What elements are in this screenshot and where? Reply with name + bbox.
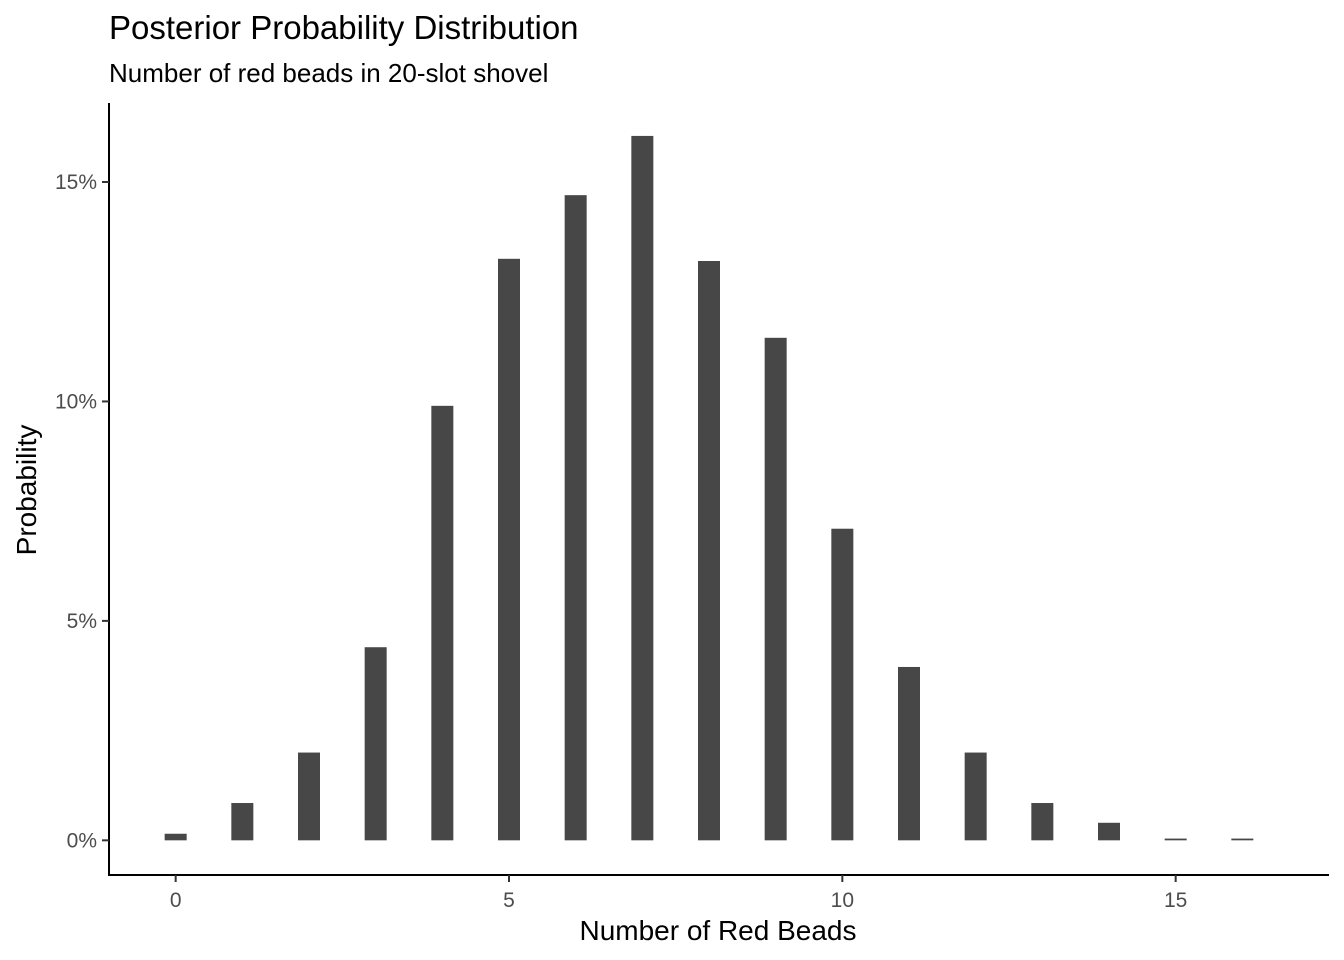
bar-5 xyxy=(498,258,520,841)
x-tick-label: 5 xyxy=(503,889,515,912)
bar-10 xyxy=(831,528,854,841)
y-axis-label: Probability xyxy=(11,425,42,556)
bar-15 xyxy=(1164,838,1187,841)
bar-4 xyxy=(431,405,454,841)
x-ticks-layer: 0 5 10 15 xyxy=(170,875,1187,912)
x-tick-label: 15 xyxy=(1164,889,1187,912)
x-axis-label: Number of Red Beads xyxy=(579,915,856,946)
bar-11 xyxy=(898,666,920,841)
bar-3 xyxy=(364,647,387,841)
bars-layer xyxy=(164,135,1254,841)
bar-1 xyxy=(231,803,254,841)
y-tick-label: 10% xyxy=(55,390,97,413)
x-tick-label: 10 xyxy=(831,889,854,912)
y-tick-label: 15% xyxy=(55,171,97,194)
y-tick-label: 0% xyxy=(67,829,97,852)
y-tick-label: 5% xyxy=(67,610,97,633)
bar-9 xyxy=(764,337,787,841)
axes-layer xyxy=(108,103,1329,876)
chart-title: Posterior Probability Distribution xyxy=(109,9,579,46)
bar-0 xyxy=(164,833,187,841)
bar-12 xyxy=(964,752,987,841)
bar-6 xyxy=(564,195,587,841)
chart-subtitle: Number of red beads in 20-slot shovel xyxy=(109,58,548,88)
x-tick-label: 0 xyxy=(170,889,182,912)
bar-8 xyxy=(698,260,720,841)
bar-7 xyxy=(631,135,654,841)
bar-16 xyxy=(1231,838,1254,841)
bar-13 xyxy=(1031,803,1054,841)
bar-2 xyxy=(298,752,320,841)
y-ticks-layer: 0% 5% 10% 15% xyxy=(55,171,109,852)
bar-14 xyxy=(1098,822,1120,841)
